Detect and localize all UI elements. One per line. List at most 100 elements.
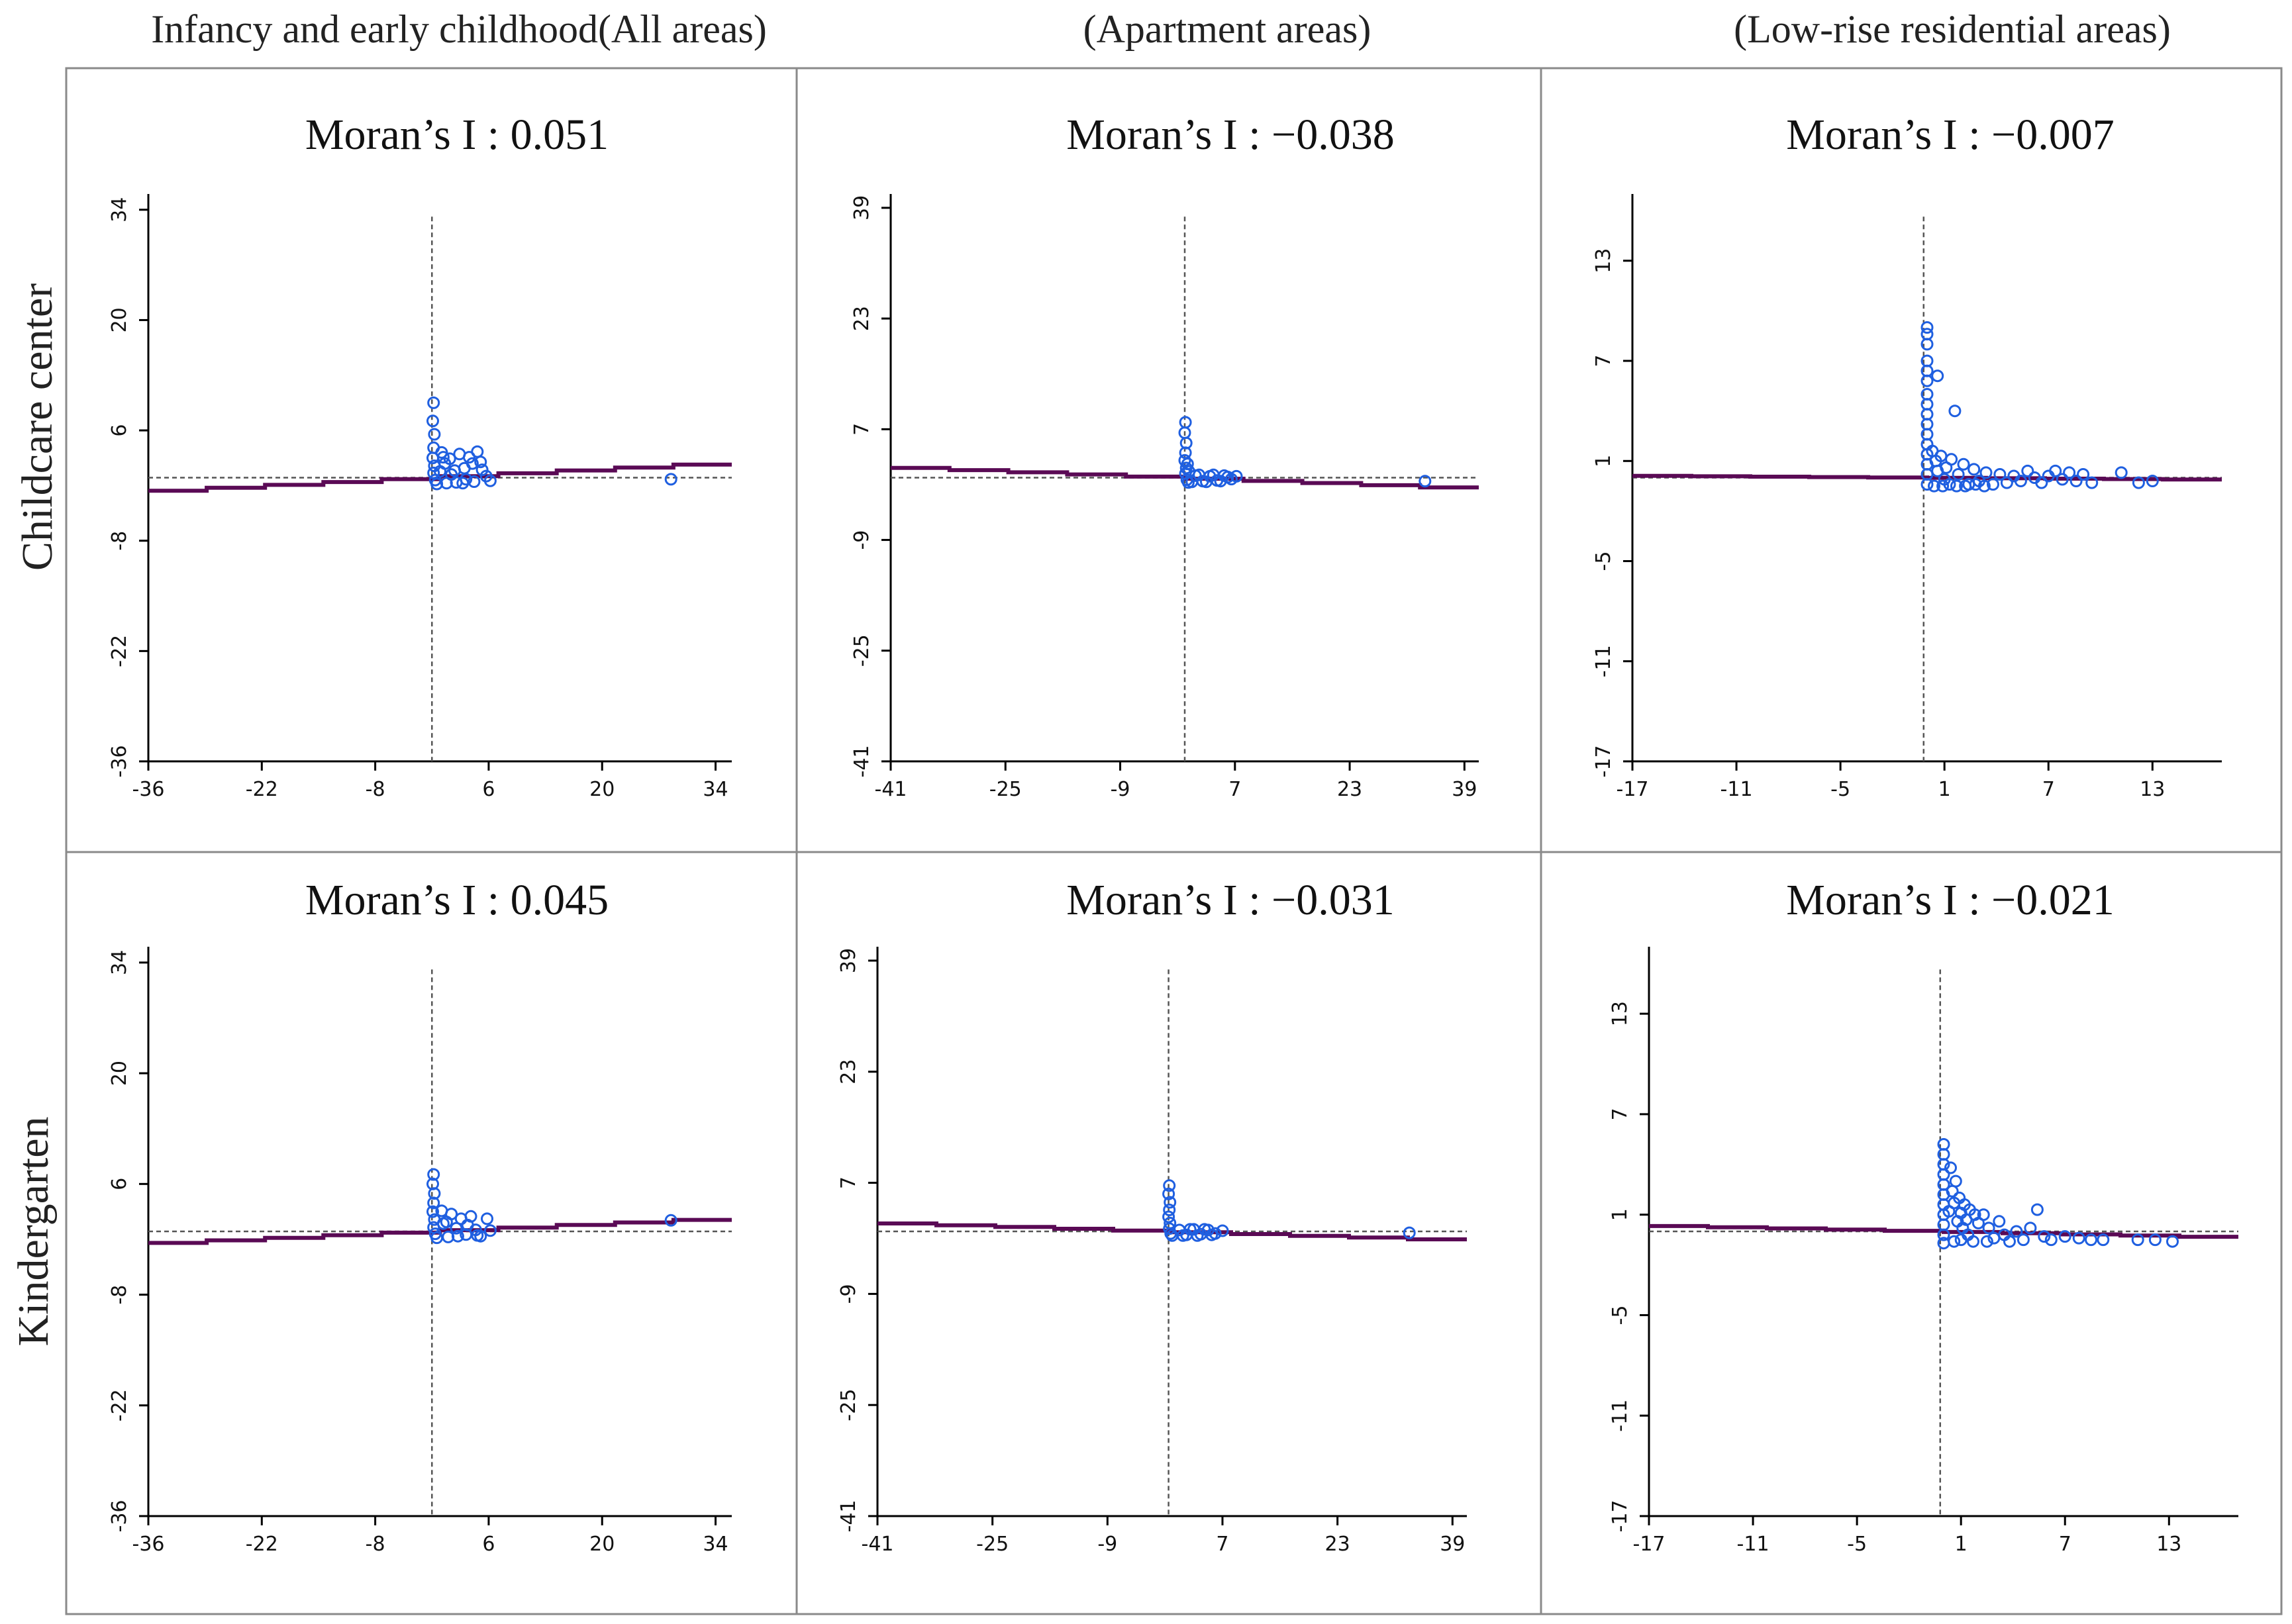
data-point [1183, 1223, 1197, 1236]
x-tick-label: -9 [1097, 1533, 1117, 1556]
data-point [2000, 476, 2013, 489]
data-point [1920, 328, 1934, 341]
data-point [471, 1229, 484, 1242]
y-tick-label: 20 [108, 1061, 131, 1086]
data-point [427, 1168, 440, 1181]
data-point [428, 1187, 441, 1200]
data-point [1181, 457, 1194, 471]
column-title-all-areas: Infancy and early childhood(All areas) [151, 7, 767, 51]
data-point [1200, 475, 1213, 489]
x-tick-label: -17 [1633, 1533, 1666, 1556]
data-point [2030, 1203, 2044, 1216]
x-tick-label: -8 [366, 1533, 385, 1556]
x-tick-label: -25 [989, 778, 1022, 801]
data-point [1178, 454, 1191, 467]
data-point [451, 1229, 464, 1243]
y-tick-label: 1 [1592, 455, 1615, 467]
y-tick-label: -9 [837, 1284, 860, 1304]
y-tick-label: 23 [837, 1059, 860, 1084]
x-tick-label: -8 [366, 778, 385, 801]
data-point [426, 1205, 439, 1218]
x-tick-label: -41 [862, 1533, 894, 1556]
x-tick-label: 34 [703, 778, 728, 801]
data-point [2132, 476, 2145, 489]
column-title-apartment-areas: (Apartment areas) [1083, 7, 1371, 51]
data-point [1936, 479, 1950, 493]
data-point [445, 468, 458, 481]
data-point [2146, 475, 2159, 487]
data-point [2077, 468, 2090, 481]
data-point [1191, 1229, 1204, 1242]
data-point [2044, 1233, 2058, 1247]
y-tick-label: -22 [108, 635, 131, 667]
data-point [471, 445, 484, 458]
moran-i-title: Moran’s I : 0.045 [305, 876, 609, 924]
data-point [2003, 1235, 2016, 1248]
y-tick-label: 7 [1609, 1108, 1632, 1120]
grid-outer-border [65, 67, 2283, 1615]
y-tick-label: -11 [1592, 645, 1615, 677]
data-point [1993, 468, 2007, 481]
data-point [1967, 1235, 1979, 1248]
column-title-low-rise-areas: (Low-rise residential areas) [1734, 7, 2171, 51]
data-point [436, 451, 450, 464]
data-point [1183, 465, 1195, 478]
data-point [1977, 1208, 1990, 1221]
data-point [664, 473, 677, 486]
data-point [1948, 405, 1962, 418]
y-tick-label: 13 [1609, 1001, 1632, 1026]
data-point [474, 455, 487, 469]
data-point [1931, 369, 1944, 383]
y-tick-label: 7 [837, 1176, 860, 1189]
y-tick-label: 34 [108, 950, 131, 975]
data-point [1980, 1235, 1993, 1248]
data-point [1230, 469, 1243, 483]
data-point [1931, 464, 1944, 477]
y-tick-label: 1 [1609, 1208, 1632, 1221]
x-tick-label: -17 [1617, 778, 1649, 801]
data-point [2148, 1233, 2162, 1247]
x-tick-label: -5 [1830, 778, 1850, 801]
y-tick-label: 6 [108, 424, 131, 437]
x-tick-label: 7 [1228, 778, 1241, 801]
data-point [1982, 1221, 1995, 1235]
moran-i-title: Moran’s I : −0.031 [1066, 876, 1395, 924]
x-tick-label: -22 [246, 1533, 278, 1556]
y-tick-label: 39 [837, 948, 860, 973]
data-point [1938, 473, 1951, 486]
data-point [1937, 1228, 1950, 1241]
data-point [1948, 1196, 1961, 1210]
x-tick-label: 39 [1440, 1533, 1465, 1556]
data-point [1920, 374, 1934, 387]
moran-i-title: Moran’s I : −0.021 [1786, 876, 2115, 924]
data-point [1162, 1187, 1175, 1200]
moran-i-title: Moran’s I : 0.051 [305, 111, 609, 159]
data-point [1960, 1213, 1973, 1226]
x-tick-label: 7 [2059, 1533, 2071, 1556]
y-tick-label: 7 [850, 423, 873, 436]
row-title-kindergarten: Kindergarten [9, 1117, 58, 1347]
data-point [2010, 1225, 2023, 1238]
data-point [1164, 1196, 1177, 1209]
data-point [2017, 1233, 2030, 1247]
panel-2: Moran’s I : −0.038 -41 -25 -9 7 23 39 39 23 7 -9 -2… [850, 111, 1479, 801]
x-tick-label: -11 [1737, 1533, 1769, 1556]
x-tick-label: 20 [589, 1533, 615, 1556]
data-point [1979, 466, 1993, 479]
scatter-panels: Moran’s I : 0.051 -36 -22 -8 6 20 34 34 20 6 -8 -22… [108, 111, 2238, 1556]
data-point [1944, 1161, 1957, 1174]
moran-i-title: Moran’s I : −0.038 [1066, 111, 1395, 159]
data-point [2049, 464, 2062, 477]
data-point [445, 1208, 458, 1221]
y-tick-label: -41 [837, 1500, 860, 1533]
data-point [1920, 321, 1934, 334]
y-tick-label: 7 [1592, 355, 1615, 367]
data-point [2115, 466, 2128, 479]
data-point [426, 414, 439, 428]
data-point [1216, 1224, 1229, 1237]
row-title-childcare-center: Childcare center [13, 283, 62, 571]
x-tick-label: 1 [1955, 1533, 1968, 1556]
regression-line [877, 1221, 1467, 1241]
y-tick-label: 34 [108, 197, 131, 222]
